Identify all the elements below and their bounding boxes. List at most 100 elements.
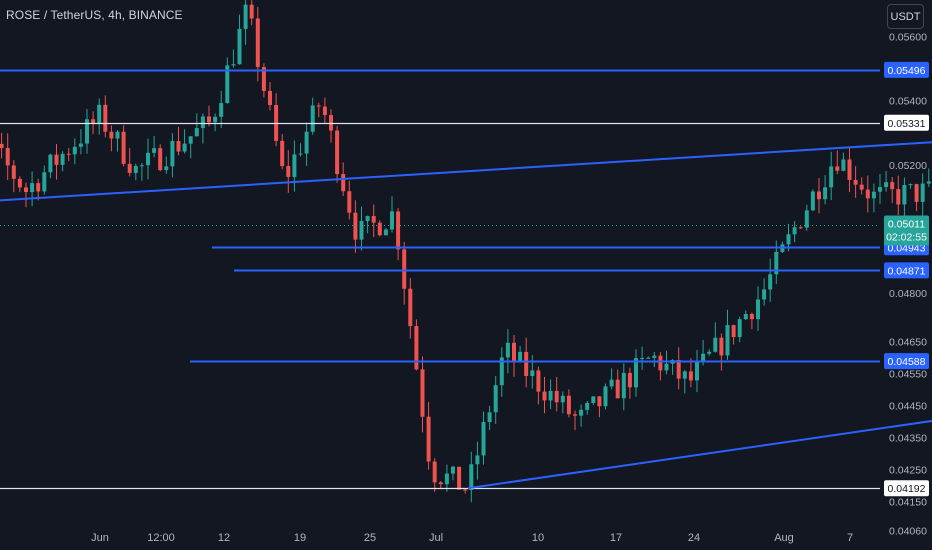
candle-body [298, 153, 303, 155]
candle-body [627, 372, 632, 388]
candle-body [518, 351, 523, 362]
candle-body [865, 189, 870, 199]
candle-body [774, 251, 779, 275]
candle-body [542, 391, 547, 401]
candle-body [908, 184, 913, 186]
candle-body [322, 106, 327, 116]
candle-body [762, 289, 767, 300]
date-tick-label: 17 [610, 532, 622, 544]
level-price-tag-label: 0.05496 [888, 65, 926, 77]
candle-body [176, 141, 181, 152]
candle-body [249, 4, 254, 19]
candle-body [640, 357, 645, 359]
candle-body [560, 395, 565, 403]
current-price-label: 0.05011 [888, 218, 925, 230]
price-tick-label: 0.04350 [889, 433, 927, 445]
candle-body [158, 148, 163, 171]
candle-body [237, 28, 242, 65]
candle-body [731, 325, 736, 338]
candle-body [871, 191, 876, 199]
candle-body [213, 116, 218, 123]
price-tick-label: 0.04450 [889, 400, 927, 412]
candle-body [847, 159, 852, 180]
date-tick-label: 10 [532, 532, 544, 544]
candle-body [182, 143, 187, 152]
candle-body [207, 116, 211, 123]
candle-body [798, 227, 803, 229]
candle-body [127, 163, 132, 173]
candle-body [335, 130, 340, 175]
candle-body [133, 165, 138, 173]
candle-body [194, 128, 199, 137]
candle-body [60, 153, 65, 165]
candle-body [396, 211, 401, 250]
candle-body [859, 184, 864, 190]
level-price-tag [884, 353, 929, 370]
candle-body [243, 4, 248, 29]
candle-body [688, 371, 693, 381]
candle-body [42, 172, 47, 192]
candle-body [139, 165, 144, 167]
candle-body [420, 369, 425, 417]
candle-body [835, 166, 840, 171]
candle-body [170, 141, 175, 167]
levels-layer [0, 69, 880, 490]
candle-body [512, 342, 516, 362]
candle-body [591, 396, 596, 403]
candle-body [585, 402, 590, 410]
candle-body [609, 379, 614, 387]
level-price-tag [884, 480, 929, 497]
candle-body [451, 466, 455, 474]
candle-body [566, 395, 571, 415]
candle-body [78, 143, 83, 147]
level-price-tag-label: 0.04192 [888, 483, 926, 495]
candle-body [926, 181, 931, 184]
countdown-label: 02:02:55 [886, 231, 927, 243]
candle-body [72, 146, 77, 155]
candle-body [829, 166, 834, 188]
date-tick-label: Jul [429, 532, 443, 544]
candle-body [444, 473, 449, 485]
candle-body [66, 153, 71, 155]
candle-body [743, 313, 748, 320]
candle-body [493, 385, 498, 413]
candle-body [341, 174, 346, 192]
price-tick-label: 0.05600 [889, 32, 927, 44]
candle-body [383, 229, 388, 236]
trendline-rising-support [467, 419, 932, 490]
date-tick-label: 19 [294, 532, 306, 544]
candle-body [499, 357, 504, 386]
candle-body [664, 363, 669, 371]
candle-body [438, 482, 443, 485]
candle-body [91, 119, 96, 124]
candle-body [286, 166, 291, 177]
candle-body [530, 370, 535, 376]
candle-body [365, 216, 370, 222]
candle-body [225, 65, 230, 104]
candle-body [658, 355, 663, 371]
candle-body [48, 154, 53, 173]
candle-body [682, 371, 687, 379]
candle-body [707, 351, 712, 354]
candle-body [329, 115, 333, 131]
candle-body [268, 90, 272, 106]
date-tick-label: 7 [847, 532, 853, 544]
candle-body [408, 288, 413, 327]
candle-body [469, 464, 474, 490]
candle-body [701, 353, 706, 363]
currency-button[interactable]: USDT [887, 4, 924, 29]
candle-body [426, 416, 431, 462]
candle-body [17, 178, 22, 188]
level-price-tag [884, 262, 929, 279]
candle-body [390, 211, 394, 230]
candle-body [810, 191, 815, 211]
candles-layer [0, 0, 931, 503]
candle-body [54, 154, 59, 165]
candle-body [11, 165, 16, 179]
date-tick-label: 25 [364, 532, 376, 544]
current-price-tag [884, 215, 929, 246]
candle-body [316, 105, 321, 107]
candle-body [920, 183, 925, 202]
candle-body [402, 249, 407, 289]
